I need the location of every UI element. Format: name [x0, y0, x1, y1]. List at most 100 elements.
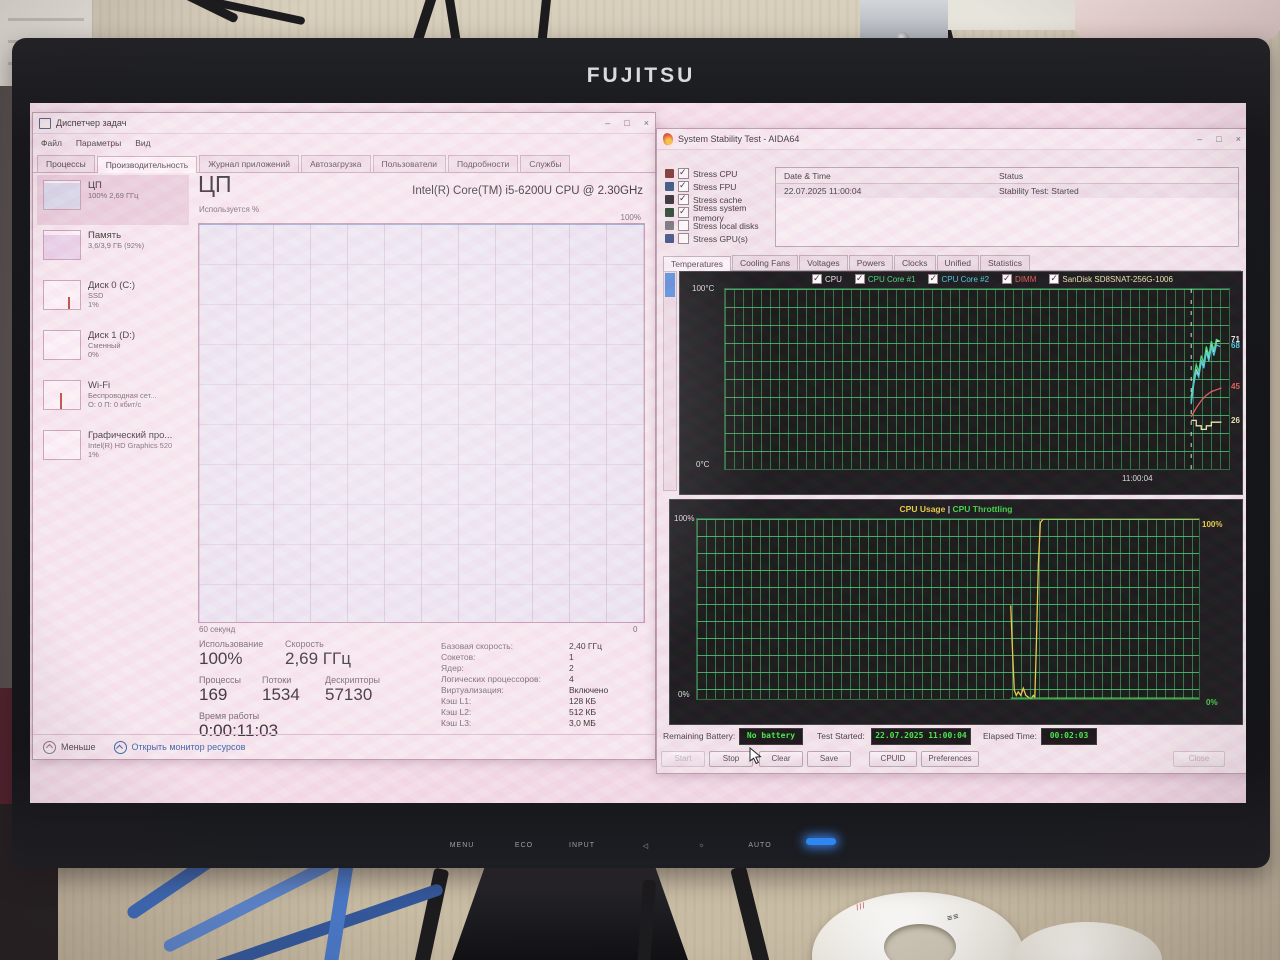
menu-file[interactable]: Файл — [41, 137, 62, 148]
stress-gpu-checkbox[interactable] — [678, 233, 689, 244]
menu-options[interactable]: Параметры — [75, 137, 122, 148]
monitor-brightness-button[interactable]: ☼ — [698, 842, 706, 849]
mouse-cursor — [749, 747, 762, 765]
usage-y-min-label: 0% — [678, 690, 690, 699]
preferences-button[interactable]: Preferences — [921, 751, 979, 767]
monitor-volume-button[interactable]: ◁ — [642, 843, 650, 850]
disk-icon — [665, 221, 674, 230]
log-row[interactable]: 22.07.2025 11:00:04 Stability Test: Star… — [776, 184, 1238, 198]
temp-scrollbar-thumb[interactable] — [665, 273, 675, 297]
log-col-datetime[interactable]: Date & Time — [784, 170, 831, 181]
start-button[interactable]: Start — [661, 751, 705, 767]
log-col-status[interactable]: Status — [999, 170, 1024, 181]
wifi-thumbnail — [43, 380, 81, 410]
stress-memory-checkbox[interactable] — [678, 206, 689, 218]
stat-uptime: Время работы 0:00:11:03 — [199, 711, 279, 740]
tab-temperatures[interactable]: Temperatures — [663, 256, 731, 271]
tab-statistics[interactable]: Statistics — [980, 255, 1031, 270]
tab-performance[interactable]: Производительность — [96, 156, 198, 173]
aida64-tabs: Temperatures Cooling Fans Voltages Power… — [663, 253, 1241, 271]
temp-y-min-label: 0°C — [696, 460, 710, 469]
cpuid-button[interactable]: CPUID — [869, 751, 917, 767]
usage-right-max: 100% — [1202, 520, 1223, 529]
battery-value: No battery — [739, 728, 803, 745]
series-end-value: 26 — [1231, 416, 1240, 426]
stress-cache-checkbox[interactable] — [678, 193, 689, 205]
tab-startup[interactable]: Автозагрузка — [300, 155, 371, 172]
cache-icon — [665, 195, 674, 204]
series-end-value: 68 — [1231, 340, 1240, 350]
temp-scrollbar[interactable] — [663, 271, 677, 491]
cpu-usage-graph — [198, 223, 645, 623]
legend-cpu-core1[interactable]: CPU Core #1 — [854, 273, 915, 284]
stress-memory-row[interactable]: Stress system memory — [665, 203, 777, 223]
usage-plot — [696, 518, 1200, 700]
monitor-menu-button[interactable]: MENU — [449, 842, 475, 849]
clear-button[interactable]: Clear — [759, 751, 803, 767]
tab-unified[interactable]: Unified — [936, 255, 980, 270]
legend-dimm[interactable]: DIMM — [1002, 273, 1036, 284]
sidebar-item-memory[interactable]: Память 3,6/3,9 ГБ (92%) — [37, 225, 189, 275]
tab-services[interactable]: Службы — [520, 155, 571, 172]
stress-options: Stress CPU Stress FPU Stress cache Stres… — [665, 167, 777, 245]
stop-button[interactable]: Stop — [709, 751, 753, 767]
test-started-value: 22.07.2025 11:00:04 — [871, 728, 971, 745]
disk0-thumbnail — [43, 280, 81, 310]
stress-cpu-checkbox[interactable] — [678, 167, 689, 179]
sidebar-item-disk1[interactable]: Диск 1 (D:) Сменный 0% — [37, 325, 189, 375]
maximize-button[interactable]: □ — [624, 118, 630, 128]
minimize-button[interactable]: – — [605, 118, 611, 128]
close-icon[interactable]: × — [1235, 134, 1241, 144]
cpu-heading: ЦП — [198, 171, 232, 197]
cpu-name: Intel(R) Core(TM) i5-6200U CPU @ 2.30GHz — [412, 185, 643, 197]
monitor-input-button[interactable]: INPUT — [569, 842, 595, 849]
gpu-icon — [665, 234, 674, 243]
stress-fpu-row[interactable]: Stress FPU — [665, 180, 777, 193]
graph-y-max: 100% — [620, 213, 641, 222]
legend-sandisk[interactable]: SanDisk SD8SNAT-256G-1006 — [1049, 273, 1173, 284]
minimize-button[interactable]: – — [1197, 134, 1203, 144]
disk1-thumbnail — [43, 330, 81, 360]
stress-disks-checkbox[interactable] — [678, 220, 689, 231]
close-button[interactable]: Close — [1173, 751, 1225, 767]
open-resource-monitor-link[interactable]: Открыть монитор ресурсов — [113, 740, 245, 754]
sidebar-item-wifi[interactable]: Wi-Fi Беспроводная сет... О: 0 П: 0 кбит/с — [37, 375, 189, 425]
graph-axis-label: Используется % — [199, 205, 260, 214]
sidebar-item-disk0[interactable]: Диск 0 (C:) SSD 1% — [37, 275, 189, 325]
series-end-value: 71 — [1231, 335, 1240, 345]
monitor-brand: FUJITSU — [586, 64, 696, 87]
monitor: FUJITSU MENU ECO INPUT ◁ ☼ AUTO Диспетче… — [12, 38, 1270, 868]
tab-details[interactable]: Подробности — [448, 155, 519, 172]
menu-view[interactable]: Вид — [135, 137, 151, 148]
tab-processes[interactable]: Процессы — [37, 155, 95, 172]
tab-powers[interactable]: Powers — [848, 255, 894, 270]
stress-cpu-row[interactable]: Stress CPU — [665, 167, 777, 180]
close-button[interactable]: × — [643, 118, 649, 128]
temperature-graph-panel: CPU CPU Core #1 CPU Core #2 DIMM SanDisk… — [679, 271, 1243, 495]
monitor-auto-button[interactable]: AUTO — [748, 842, 772, 849]
tab-cooling-fans[interactable]: Cooling Fans — [731, 255, 799, 270]
maximize-button[interactable]: □ — [1216, 134, 1222, 144]
resource-monitor-icon — [113, 740, 127, 754]
monitor-eco-button[interactable]: ECO — [514, 842, 534, 849]
temp-value-labels: 71 68 45 26 — [1228, 288, 1242, 468]
legend-cpu-core2[interactable]: CPU Core #2 — [928, 273, 989, 284]
fewer-details-link[interactable]: Меньше — [43, 740, 96, 754]
tab-clocks[interactable]: Clocks — [894, 255, 936, 270]
series-end-value: 45 — [1231, 382, 1240, 391]
stress-cache-row[interactable]: Stress cache — [665, 193, 777, 206]
power-led — [806, 838, 836, 845]
stress-disks-row[interactable]: Stress local disks — [665, 219, 777, 232]
sidebar-item-cpu[interactable]: ЦП 100% 2,69 ГГц — [37, 175, 189, 225]
usage-y-max-label: 100% — [674, 514, 695, 523]
stress-fpu-checkbox[interactable] — [678, 180, 689, 192]
sidebar-item-gpu[interactable]: Графический про... Intel(R) HD Graphics 5… — [37, 425, 189, 475]
tab-app-history[interactable]: Журнал приложений — [199, 155, 299, 172]
legend-cpu[interactable]: CPU — [812, 273, 842, 284]
stress-gpu-row[interactable]: Stress GPU(s) — [665, 232, 777, 245]
tab-voltages[interactable]: Voltages — [799, 255, 848, 270]
chevron-up-icon — [43, 740, 56, 754]
save-button[interactable]: Save — [807, 751, 851, 767]
tab-users[interactable]: Пользователи — [372, 155, 447, 172]
task-manager-footer: Меньше Открыть монитор ресурсов — [33, 734, 655, 759]
